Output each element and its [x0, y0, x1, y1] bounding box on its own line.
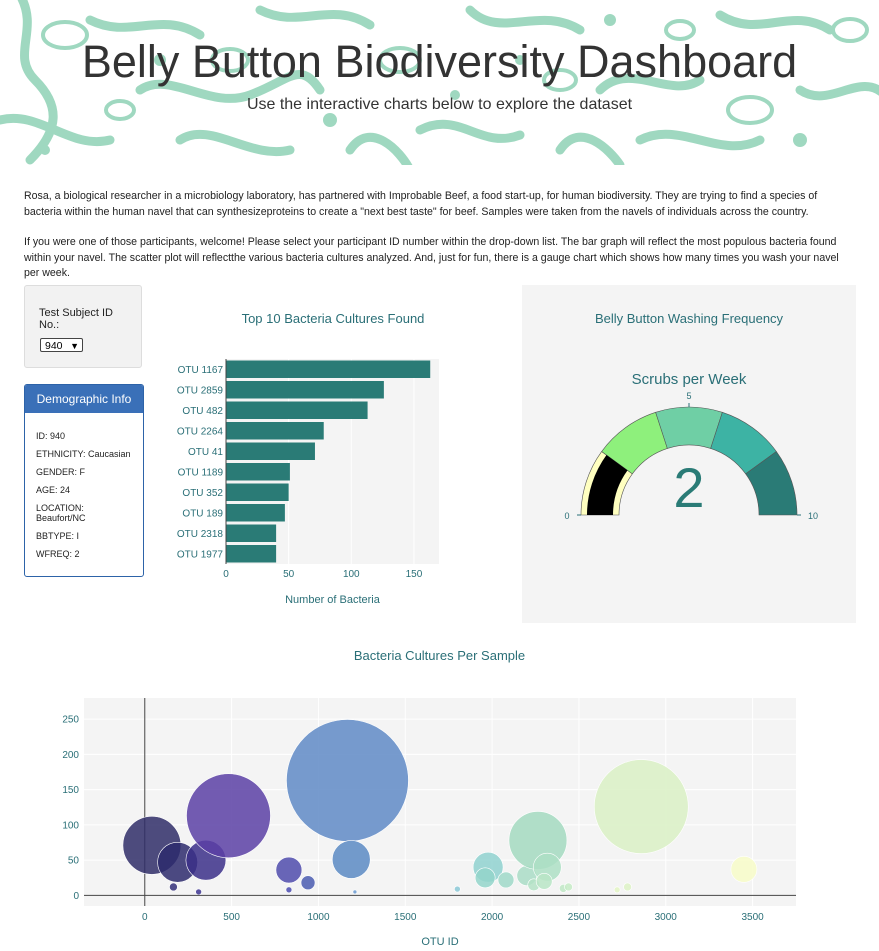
bubble-otu-940 — [300, 875, 316, 891]
demographic-ethnicity: ETHNICITY: Caucasian — [36, 449, 131, 459]
scatter-y-tick-label: 250 — [62, 715, 79, 726]
bar-otu-1189 — [226, 463, 290, 481]
scatter-x-tick-label: 2000 — [481, 912, 504, 923]
scatter-y-tick-label: 0 — [73, 891, 79, 902]
top10-bar-chart[interactable]: 0 50 100 150 OTU 1167 OTU 2859 OTU 482 OTU 2264… — [170, 345, 450, 605]
bar-otu-2859 — [226, 381, 384, 399]
gauge-value-label: 2 — [673, 456, 704, 519]
demographic-gender: GENDER: F — [36, 467, 86, 477]
bubble-otu-2300 — [535, 873, 553, 890]
intro-paragraph-2: If you were one of those participants, w… — [24, 236, 839, 279]
bar-chart-title: Top 10 Bacteria Cultures Found — [241, 311, 425, 326]
bar-y-tick-label: OTU 482 — [182, 406, 223, 417]
bubble-otu-482 — [186, 773, 271, 859]
subject-id-selected-value: 940 — [45, 340, 63, 352]
bar-y-tick-label: OTU 189 — [182, 508, 223, 519]
bar-y-tick-label: OTU 2264 — [177, 426, 224, 437]
gauge-tick-label: 5 — [686, 391, 691, 401]
bacteria-bubble-chart[interactable]: 0 500 1000 1500 2000 2500 3000 3500 0 50 100 150 200… — [0, 680, 879, 950]
scatter-chart-title: Bacteria Cultures Per Sample — [353, 648, 526, 663]
bubble-otu-2080 — [497, 871, 515, 889]
demographic-id: ID: 940 — [36, 431, 66, 441]
bar-x-tick-label: 100 — [343, 569, 360, 580]
scatter-x-tick-label: 3500 — [741, 912, 764, 923]
page-header: Belly Button Biodiversity Dashboard Use … — [0, 0, 879, 165]
subject-selector-panel: Test Subject ID No.: 940 ▼ — [24, 285, 142, 368]
bubble-otu-2859 — [593, 759, 689, 854]
intro-text: Rosa, a biological researcher in a micro… — [24, 189, 854, 297]
header-bacteria-pattern — [0, 0, 879, 165]
bar-y-tick-label: OTU 2859 — [177, 385, 224, 396]
gauge-tick-label: 0 — [564, 511, 569, 521]
gauge-tick-label: 10 — [808, 511, 818, 521]
gauge-chart-title: Belly Button Washing Frequency — [594, 311, 784, 326]
chevron-down-icon: ▼ — [70, 341, 79, 351]
bubble-otu-1800 — [454, 885, 461, 893]
gauge-panel — [522, 285, 856, 623]
bar-otu-482 — [226, 401, 368, 419]
subject-id-select[interactable]: 940 ▼ — [40, 338, 83, 352]
demographic-info-panel: Demographic Info ID: 940 ETHNICITY: Cauc… — [24, 384, 144, 577]
bubble-otu-165 — [169, 882, 178, 892]
bubble-otu-1210 — [352, 889, 358, 895]
bar-x-tick-label: 150 — [406, 569, 423, 580]
bar-otu-352 — [226, 483, 289, 501]
page-subtitle: Use the interactive charts below to expl… — [246, 96, 633, 113]
scatter-x-axis-title: OTU ID — [421, 936, 458, 948]
bubble-otu-1189 — [331, 840, 371, 879]
washing-frequency-gauge[interactable]: Scrubs per Week 0 5 10 2 — [522, 360, 856, 540]
gauge-band-4 — [745, 451, 798, 516]
scatter-x-tick-label: 1500 — [394, 912, 417, 923]
scatter-x-tick-label: 500 — [223, 912, 240, 923]
demographic-info-title: Demographic Info — [25, 385, 143, 413]
bar-y-tick-label: OTU 352 — [182, 488, 223, 499]
demographic-wfreq: WFREQ: 2 — [36, 549, 80, 559]
bar-otu-1977 — [226, 545, 277, 563]
bubble-otu-1167 — [286, 719, 409, 842]
bar-x-tick-label: 0 — [223, 569, 229, 580]
scatter-x-tick-label: 2500 — [568, 912, 591, 923]
bar-y-tick-label: OTU 2318 — [177, 529, 224, 540]
bar-y-tick-label: OTU 41 — [188, 447, 223, 458]
bar-otu-2318 — [226, 524, 277, 542]
gauge-value-bar — [587, 455, 628, 515]
scatter-x-tick-label: 0 — [142, 912, 148, 923]
scatter-y-tick-label: 150 — [62, 785, 79, 796]
page-title: Belly Button Biodiversity Dashboard — [81, 36, 798, 87]
scatter-y-tick-label: 200 — [62, 750, 79, 761]
scatter-y-tick-label: 50 — [68, 856, 80, 867]
demographic-age: AGE: 24 — [36, 485, 71, 495]
bubble-otu-830 — [285, 886, 293, 894]
bar-otu-2264 — [226, 422, 324, 440]
bar-y-tick-label: OTU 1977 — [177, 549, 224, 560]
demographic-bbtype: BBTYPE: I — [36, 531, 80, 541]
bubble-otu-1960 — [474, 867, 496, 889]
bar-otu-1167 — [226, 360, 431, 378]
bubble-otu-2780 — [623, 882, 632, 892]
scatter-x-tick-label: 3000 — [655, 912, 678, 923]
scatter-y-tick-label: 100 — [62, 820, 79, 831]
scatter-x-tick-label: 1000 — [307, 912, 330, 923]
bubble-otu-3450 — [730, 856, 758, 883]
intro-paragraph-1: Rosa, a biological researcher in a micro… — [24, 190, 818, 218]
bar-y-tick-label: OTU 1189 — [178, 467, 224, 478]
bubble-otu-830 — [275, 856, 303, 884]
bubble-otu-2440 — [564, 882, 573, 892]
bar-x-axis-title: Number of Bacteria — [285, 594, 381, 605]
bar-otu-41 — [226, 442, 315, 460]
bubble-otu-310 — [195, 888, 202, 896]
subject-selector-label: Test Subject ID No.: — [39, 307, 113, 331]
bubble-otu-2720 — [613, 886, 621, 894]
demographic-location: LOCATION: Beaufort/NC — [36, 503, 86, 523]
bar-y-tick-label: OTU 1167 — [178, 365, 224, 376]
bar-x-tick-label: 50 — [283, 569, 295, 580]
bar-otu-189 — [226, 504, 285, 522]
scatter-bubbles — [122, 719, 758, 896]
gauge-subtitle: Scrubs per Week — [632, 371, 747, 388]
